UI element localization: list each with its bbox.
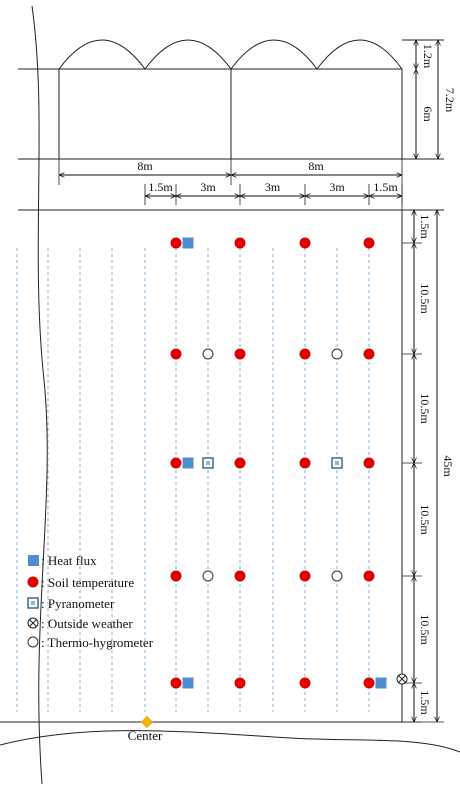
pyranometer-swatch-inner (31, 601, 35, 605)
row-spacing-dimensions: 1.5m 3m 3m 3m 1.5m (145, 180, 402, 205)
soil-temperature-sensor (363, 457, 375, 469)
soil-temperature-sensor (363, 237, 375, 249)
legend-heat-flux: : Heat flux (41, 553, 97, 568)
sensor-layout (170, 237, 387, 689)
soil-temperature-sensor (299, 237, 311, 249)
center-label: Center (128, 728, 163, 743)
heat-flux-sensor (182, 237, 194, 249)
length-label: 10.5m (418, 504, 432, 535)
length-label: 10.5m (418, 614, 432, 645)
soil-temperature-sensor (234, 677, 246, 689)
bottom-boundary-curve (0, 730, 460, 753)
length-label: 1.5m (418, 690, 432, 715)
soil-temperature-sensor (299, 457, 311, 469)
thermo-hygrometer-swatch (27, 636, 39, 648)
roof-arch-1 (58, 39, 146, 70)
soil-temperature-sensor (234, 457, 246, 469)
height-dimensions: 1.2m 6m 7.2m (402, 40, 457, 159)
spacing-label: 3m (265, 180, 281, 194)
thermo-hygrometer-sensor (331, 348, 343, 360)
arch-height-label: 1.2m (421, 44, 435, 69)
soil-temperature-sensor (363, 677, 375, 689)
soil-temperature-sensor (299, 677, 311, 689)
thermo-hygrometer-sensor (202, 348, 214, 360)
soil-temperature-sensor (363, 348, 375, 360)
pyranometer-sensor-core (335, 461, 339, 465)
heat-flux-swatch (28, 555, 39, 566)
legend-soil-temperature: : Soil temperature (41, 575, 134, 590)
wall-height-label: 6m (421, 106, 435, 122)
legend: : Heat flux : Soil temperature : Pyranom… (27, 553, 154, 650)
legend-outside-weather: : Outside weather (41, 616, 133, 631)
soil-temperature-sensor (170, 348, 182, 360)
pyranometer-sensor-core (206, 461, 210, 465)
greenhouse-plan (0, 209, 444, 723)
span-dimensions: 8m 8m (59, 159, 402, 215)
soil-temperature-sensor (363, 570, 375, 582)
heat-flux-sensor (182, 457, 194, 469)
length-label: 1.5m (418, 214, 432, 239)
spacing-label: 3m (200, 180, 216, 194)
soil-temperature-sensor (170, 570, 182, 582)
spacing-label: 1.5m (148, 180, 173, 194)
soil-temperature-sensor (170, 677, 182, 689)
soil-temperature-sensor (299, 570, 311, 582)
soil-temperature-sensor (170, 457, 182, 469)
length-label: 10.5m (418, 283, 432, 314)
outside-weather-swatch (27, 617, 39, 629)
soil-temperature-sensor (234, 570, 246, 582)
span-right-label: 8m (308, 159, 324, 173)
greenhouse-elevation (18, 39, 444, 160)
soil-temperature-sensor (234, 237, 246, 249)
soil-temperature-sensor (170, 237, 182, 249)
crop-rows (16, 248, 370, 712)
total-height-label: 7.2m (443, 88, 457, 113)
center-marker: Center (128, 715, 163, 743)
heat-flux-sensor (182, 677, 194, 689)
length-label: 10.5m (418, 393, 432, 424)
thermo-hygrometer-sensor (331, 570, 343, 582)
spacing-label: 3m (329, 180, 345, 194)
span-left-label: 8m (137, 159, 153, 173)
thermo-hygrometer-sensor (202, 570, 214, 582)
roof-arch-2 (144, 39, 232, 70)
total-length-label: 45m (441, 455, 455, 477)
heat-flux-sensor (375, 677, 387, 689)
spacing-label: 1.5m (373, 180, 398, 194)
left-boundary-curve (31, 5, 48, 785)
soil-temperature-sensor (234, 348, 246, 360)
soil-temperature-sensor (299, 348, 311, 360)
legend-pyranometer: : Pyranometer (41, 596, 115, 611)
length-dimensions: 1.5m 10.5m 10.5m 10.5m 10.5m 1.5m 45m (402, 210, 455, 722)
roof-arch-4 (316, 39, 403, 70)
legend-thermo-hygrometer: : Thermo-hygrometer (41, 635, 154, 650)
outside-weather-station (396, 673, 408, 685)
soil-temperature-swatch (27, 576, 39, 588)
roof-arch-3 (230, 39, 318, 70)
